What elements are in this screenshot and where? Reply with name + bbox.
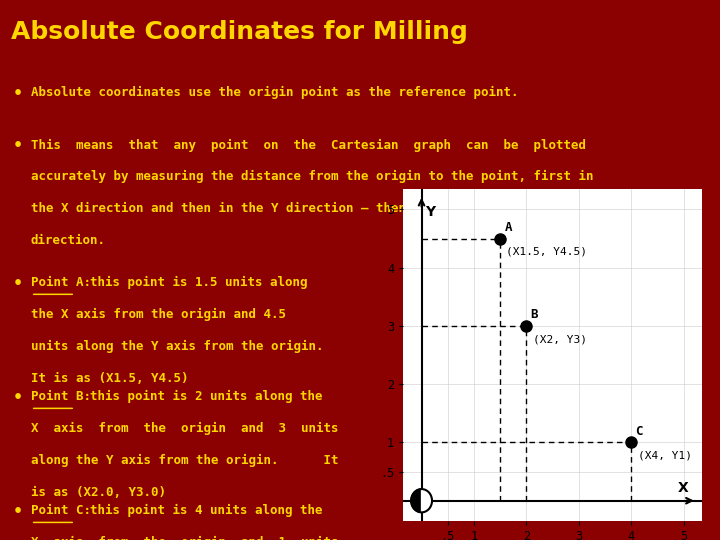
Text: X: X	[678, 481, 688, 495]
Polygon shape	[411, 489, 421, 512]
Text: (X2, Y3): (X2, Y3)	[533, 334, 587, 344]
Text: direction.: direction.	[31, 234, 106, 247]
Text: units along the Y axis from the origin.: units along the Y axis from the origin.	[31, 340, 323, 353]
Text: •: •	[12, 86, 22, 101]
Text: the X direction and then in the Y direction – then, (if applicable), in the Z: the X direction and then in the Y direct…	[31, 202, 608, 215]
Text: It is as (X1.5, Y4.5): It is as (X1.5, Y4.5)	[31, 372, 189, 385]
Text: the X axis from the origin and 4.5: the X axis from the origin and 4.5	[31, 308, 286, 321]
Text: Y: Y	[426, 205, 436, 219]
Text: Point A:: Point A:	[31, 276, 91, 289]
Text: this point is 4 units along the: this point is 4 units along the	[75, 504, 323, 517]
Text: along the Y axis from the origin.      It: along the Y axis from the origin. It	[31, 454, 338, 467]
Polygon shape	[421, 489, 432, 512]
Text: X  axis  from  the  origin  and  1  units: X axis from the origin and 1 units	[31, 536, 338, 540]
Text: is as (X2.0, Y3.0): is as (X2.0, Y3.0)	[31, 486, 166, 499]
Text: This  means  that  any  point  on  the  Cartesian  graph  can  be  plotted: This means that any point on the Cartesi…	[31, 138, 586, 152]
Text: X  axis  from  the  origin  and  3  units: X axis from the origin and 3 units	[31, 422, 338, 435]
Text: (X1.5, Y4.5): (X1.5, Y4.5)	[506, 247, 588, 257]
Text: this point is 1.5 units along: this point is 1.5 units along	[75, 276, 307, 289]
Text: accurately by measuring the distance from the origin to the point, first in: accurately by measuring the distance fro…	[31, 170, 593, 184]
Text: A: A	[505, 221, 512, 234]
Text: Absolute coordinates use the origin point as the reference point.: Absolute coordinates use the origin poin…	[31, 86, 518, 99]
Text: B: B	[531, 308, 538, 321]
Text: Point B:: Point B:	[31, 390, 91, 403]
Text: C: C	[636, 425, 643, 438]
Text: (X4, Y1): (X4, Y1)	[637, 451, 691, 461]
Text: this point is 2 units along the: this point is 2 units along the	[75, 390, 323, 403]
Text: Point C:: Point C:	[31, 504, 91, 517]
Text: •: •	[12, 276, 22, 291]
Text: Absolute Coordinates for Milling: Absolute Coordinates for Milling	[11, 21, 468, 44]
Text: •: •	[12, 138, 22, 153]
Text: •: •	[12, 504, 22, 519]
Text: •: •	[12, 390, 22, 406]
